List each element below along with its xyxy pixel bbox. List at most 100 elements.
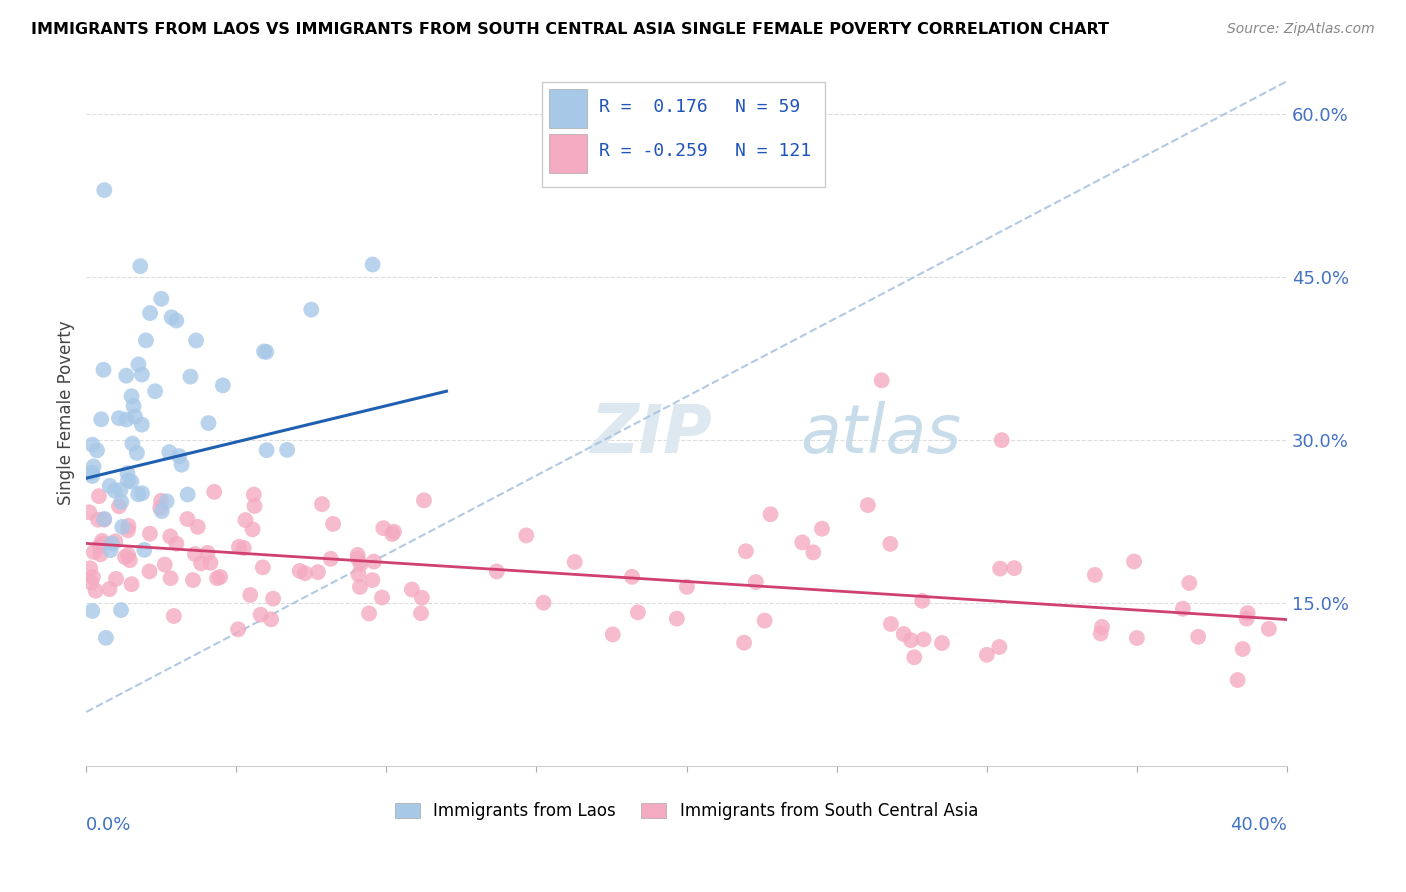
Point [153,558,176,572]
Point [226,622,249,636]
Point [165,313,187,327]
Point [93,183,115,197]
Legend: Immigrants from Laos, Immigrants from South Central Asia: Immigrants from Laos, Immigrants from So… [387,794,986,829]
Point [1236,612,1258,626]
Point [211,378,233,392]
Point [361,573,384,587]
Point [121,389,143,403]
Point [184,547,207,561]
Point [176,487,198,501]
Point [79,505,101,519]
Point [621,570,644,584]
Point [84,583,107,598]
Point [792,535,814,549]
Point [745,575,768,590]
Point [163,609,186,624]
Point [127,358,149,372]
Point [254,345,277,359]
Point [150,493,173,508]
Point [801,545,824,559]
Point [110,495,132,509]
Point [91,536,114,550]
Point [139,306,162,320]
Point [87,489,110,503]
Point [117,548,139,562]
Text: 0.0%: 0.0% [86,816,132,834]
Text: N = 59: N = 59 [734,98,800,116]
Point [1091,620,1114,634]
Point [242,522,264,536]
Point [288,564,311,578]
Point [89,547,111,561]
Point [733,635,755,649]
Point [1236,606,1258,620]
Point [131,417,153,432]
Point [83,459,105,474]
Point [205,571,228,585]
Point [157,445,180,459]
Point [485,565,508,579]
Point [159,571,181,585]
Point [117,474,139,488]
Point [346,548,368,562]
Point [94,631,117,645]
Text: R =  0.176: R = 0.176 [599,98,707,116]
Point [1178,576,1201,591]
Text: IMMIGRANTS FROM LAOS VS IMMIGRANTS FROM SOUTH CENTRAL ASIA SINGLE FEMALE POVERTY: IMMIGRANTS FROM LAOS VS IMMIGRANTS FROM … [31,22,1109,37]
Point [138,565,160,579]
Point [260,612,283,626]
Point [121,436,143,450]
Point [159,529,181,543]
Text: 40.0%: 40.0% [1230,816,1286,834]
Point [276,442,298,457]
Point [299,302,322,317]
Point [114,550,136,565]
Point [167,449,190,463]
Point [564,555,586,569]
Point [294,566,316,581]
Point [83,545,105,559]
Point [988,561,1011,575]
Point [988,640,1011,654]
Point [108,500,131,514]
Point [361,258,384,272]
FancyBboxPatch shape [548,89,586,128]
Point [82,466,104,480]
Point [856,498,879,512]
Point [931,636,953,650]
Point [98,582,121,596]
Point [228,540,250,554]
Point [373,521,395,535]
Point [515,528,537,542]
Point [179,369,201,384]
Point [253,344,276,359]
Point [256,443,278,458]
Point [1232,642,1254,657]
Point [1187,630,1209,644]
Point [900,633,922,648]
Point [349,580,371,594]
Point [176,512,198,526]
Point [110,603,132,617]
Point [665,612,688,626]
Point [202,484,225,499]
Point [117,523,139,537]
Point [104,534,127,549]
Point [200,556,222,570]
Point [1123,554,1146,568]
Point [127,487,149,501]
Point [381,527,404,541]
Point [903,650,925,665]
Point [89,539,111,553]
Text: R = -0.259: R = -0.259 [599,143,707,161]
FancyBboxPatch shape [548,134,586,173]
Point [401,582,423,597]
Point [307,565,329,579]
Text: atlas: atlas [800,401,962,467]
Point [120,475,142,489]
Point [82,438,104,452]
Point [911,594,934,608]
Point [160,310,183,325]
Point [187,520,209,534]
Point [111,520,134,534]
